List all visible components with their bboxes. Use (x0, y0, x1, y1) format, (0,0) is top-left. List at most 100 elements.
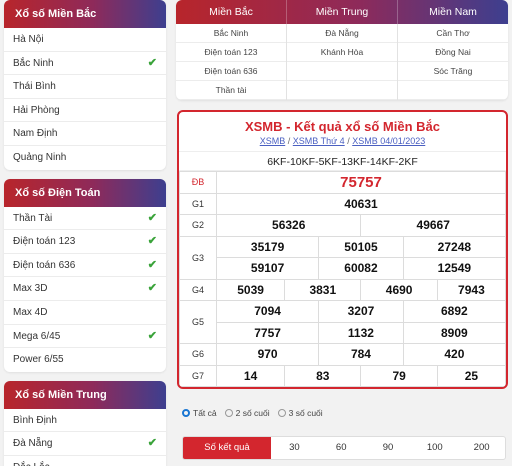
prize-label-g2: G2 (179, 214, 217, 237)
check-icon: ✔ (147, 235, 157, 248)
prize-label-db: ĐB (179, 171, 217, 194)
radio-all[interactable]: Tất cả (182, 408, 217, 418)
crumb-weekday[interactable]: XSMB Thứ 4 (292, 136, 345, 146)
province-link[interactable]: Thần tài (176, 81, 286, 100)
prize-g2: 49667 (360, 214, 506, 237)
count-label-button[interactable]: Số kết quả (183, 437, 271, 459)
sidebar-item-label: Thái Bình (13, 81, 56, 93)
radio-last-2[interactable]: 2 số cuối (224, 408, 270, 418)
main-content: Miền Bắc Miền Trung Miền Nam Bắc Ninh Điệ… (176, 0, 508, 460)
sidebar-item[interactable]: Điện toán 123 ✔ (4, 230, 166, 254)
count-option-90[interactable]: 90 (382, 442, 394, 453)
sidebar-item[interactable]: Mega 6/45 ✔ (4, 325, 166, 349)
sidebar-item-label: Điện toán 636 (13, 259, 76, 271)
region-tab-mien-nam[interactable]: Miền Nam (429, 6, 477, 18)
region-column: Bắc Ninh Điện toán 123 Điện toán 636 Thần t… (176, 24, 287, 100)
empty-cell (398, 81, 508, 100)
crumb-xsmb[interactable]: XSMB (259, 136, 286, 146)
prize-g3: 50105 (318, 235, 404, 258)
sidebar-item[interactable]: Bắc Ninh ✔ (4, 52, 166, 76)
radio-label: 3 số cuối (288, 408, 323, 418)
panel-title: Xổ số Miền Trung (4, 380, 166, 409)
sidebar-item-label: Hà Nội (13, 34, 44, 45)
radio-icon[interactable] (224, 409, 233, 417)
sidebar-item-label: Nam Định (13, 128, 58, 140)
prize-g7: 79 (360, 364, 438, 387)
sidebar-item-label: Mega 6/45 (13, 330, 61, 342)
sidebar-item[interactable]: Thần Tài ✔ (4, 207, 166, 231)
result-title: XSMB - Kết quả xổ số Miền Bắc (244, 119, 441, 134)
prize-g3: 12549 (402, 257, 506, 280)
prize-g2: 56326 (215, 214, 362, 237)
sidebar-item[interactable]: Điện toán 636 ✔ (4, 254, 166, 278)
province-link[interactable]: Điện toán 636 (176, 62, 286, 81)
crumb-separator: / (287, 136, 291, 146)
prize-g3: 60082 (318, 257, 404, 280)
sidebar-item[interactable]: Power 6/55 (4, 348, 166, 372)
sidebar-item[interactable]: Đà Nẵng ✔ (4, 432, 166, 456)
count-option-30[interactable]: 30 (289, 442, 300, 453)
region-column: Cần Thơ Đồng Nai Sóc Trăng (398, 24, 508, 100)
sidebar-item[interactable]: Bình Định (4, 409, 166, 433)
prize-g6: 784 (318, 343, 404, 366)
sidebar-item[interactable]: Hải Phòng (4, 99, 166, 123)
check-icon: ✔ (147, 282, 157, 295)
province-link[interactable]: Điện toán 123 (176, 43, 286, 62)
prize-g3: 27248 (402, 235, 506, 258)
check-icon: ✔ (147, 258, 157, 271)
radio-label: Tất cả (193, 408, 217, 418)
sidebar-item[interactable]: Max 3D ✔ (4, 277, 166, 301)
check-icon: ✔ (147, 211, 157, 224)
radio-label: 2 số cuối (235, 408, 270, 418)
province-link[interactable]: Đồng Nai (398, 43, 508, 62)
province-link[interactable]: Sóc Trăng (398, 62, 508, 81)
province-link[interactable]: Bắc Ninh (176, 24, 286, 43)
count-option-200[interactable]: 200 (473, 442, 490, 453)
region-table: Miền Bắc Miền Trung Miền Nam Bắc Ninh Điệ… (176, 0, 508, 100)
region-body: Bắc Ninh Điện toán 123 Điện toán 636 Thần t… (176, 24, 508, 100)
province-link[interactable]: Cần Thơ (398, 24, 508, 43)
prize-g5: 7757 (215, 321, 320, 344)
sidebar-item-label: Power 6/55 (13, 354, 64, 366)
crumb-date[interactable]: XSMB 04/01/2023 (352, 136, 426, 146)
prize-g5: 6892 (402, 300, 506, 323)
region-tab-mien-bac[interactable]: Miền Bắc (176, 0, 287, 24)
prize-label-g1: G1 (179, 192, 217, 215)
panel-mien-trung: Xổ số Miền Trung Bình Định Đà Nẵng ✔ Đắc Lắ… (4, 380, 166, 466)
sidebar-item-label: Đắc Lắc (13, 462, 50, 466)
count-option-60[interactable]: 60 (335, 442, 347, 453)
prize-g7: 25 (436, 364, 506, 387)
result-card: XSMB - Kết quả xổ số Miền Bắc XSMB / XSM… (177, 110, 508, 389)
prize-label-g3: G3 (179, 235, 217, 280)
check-icon: ✔ (147, 329, 157, 342)
prize-codes: 6KF-10KF-5KF-13KF-14KF-2KF (179, 151, 506, 171)
sidebar-item[interactable]: Hà Nội (4, 28, 166, 52)
check-icon: ✔ (147, 56, 157, 69)
province-link[interactable]: Khánh Hòa (287, 43, 397, 62)
sidebar-item-label: Điện toán 123 (13, 236, 76, 248)
province-link[interactable]: Đà Nẵng (287, 24, 397, 43)
radio-selected-icon[interactable] (182, 409, 190, 417)
sidebar-item[interactable]: Max 4D (4, 301, 166, 325)
sidebar-item[interactable]: Quảng Ninh (4, 146, 166, 170)
prize-label-g4: G4 (179, 278, 217, 301)
empty-cell (287, 62, 397, 81)
prize-g5: 8909 (402, 321, 506, 344)
sidebar-item-label: Quảng Ninh (13, 151, 67, 163)
sidebar-item[interactable]: Thái Bình (4, 75, 166, 99)
digit-filter: Tất cả 2 số cuối 3 số cuối (182, 408, 323, 418)
radio-last-3[interactable]: 3 số cuối (277, 408, 323, 418)
radio-icon[interactable] (277, 409, 286, 417)
panel-dien-toan: Xổ số Điện Toán Thần Tài ✔ Điện toán 123 ✔ Đ… (4, 178, 166, 372)
sidebar-item-label: Hải Phòng (13, 104, 60, 116)
region-tab-mien-trung[interactable]: Miền Trung (287, 0, 398, 24)
prize-g3: 59107 (215, 257, 320, 280)
sidebar-item[interactable]: Nam Định (4, 122, 166, 146)
prize-label-g5: G5 (179, 300, 217, 344)
sidebar-item-label: Đà Nẵng (13, 438, 53, 450)
count-option-100[interactable]: 100 (426, 442, 443, 453)
sidebar-item[interactable]: Đắc Lắc (4, 456, 166, 466)
region-column: Đà Nẵng Khánh Hòa (287, 24, 398, 100)
prize-label-g7: G7 (179, 364, 217, 387)
